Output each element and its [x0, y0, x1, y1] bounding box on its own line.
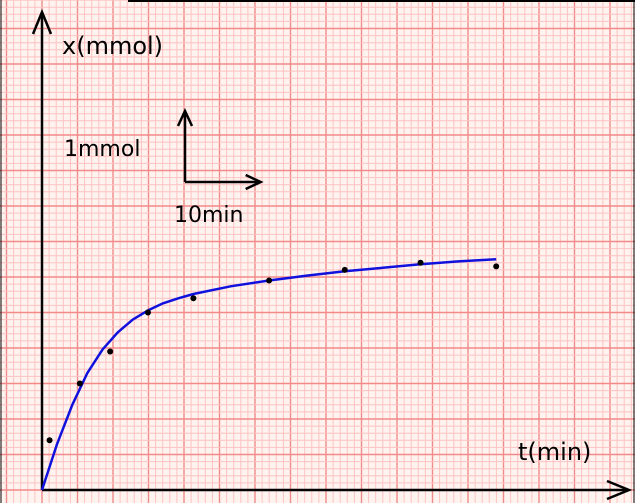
data-points — [46, 259, 500, 444]
data-point — [266, 277, 273, 284]
data-point — [341, 266, 348, 273]
y-scale-label: 1mmol — [64, 137, 140, 162]
data-point — [493, 263, 500, 270]
x-scale-label: 10min — [174, 203, 243, 228]
x-axis-arrow — [606, 479, 633, 501]
y-axis-arrow — [31, 8, 53, 35]
x-axis-label: t(min) — [518, 438, 591, 466]
x-scale-arrowhead — [245, 173, 264, 191]
y-scale-arrowhead — [176, 108, 194, 127]
fit-curve-layer — [40, 258, 497, 491]
data-point — [144, 309, 151, 316]
data-point — [46, 437, 53, 444]
data-point — [190, 295, 197, 302]
data-point — [417, 259, 424, 266]
data-point — [76, 380, 83, 387]
y-axis-label: x(mmol) — [62, 32, 163, 60]
fit-curve — [40, 258, 497, 491]
scale-indicator — [176, 108, 264, 191]
data-point — [107, 348, 114, 355]
